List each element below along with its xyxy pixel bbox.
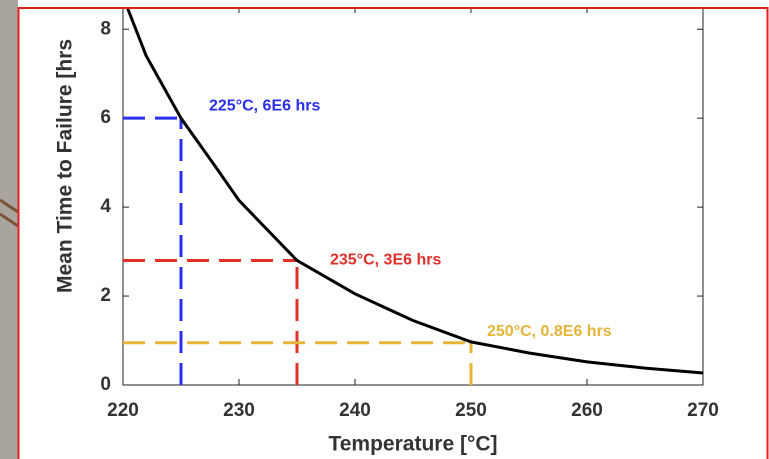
x-axis-label: Temperature [°C] <box>328 433 497 456</box>
photo-detail <box>0 198 19 228</box>
axes-box <box>122 9 704 386</box>
frame <box>17 7 769 459</box>
curve <box>126 9 704 375</box>
y-tick-label: 6 <box>100 107 111 128</box>
annotation-label: 250°C, 0.8E6 hrs <box>487 323 612 340</box>
annotation-label: 225°C, 6E6 hrs <box>209 97 320 114</box>
x-tick-label: 270 <box>687 400 719 421</box>
annotation-label: 235°C, 3E6 hrs <box>330 252 441 269</box>
plot: 220 230 240 250 260 270 0 2 4 6 8 Temperature [°C] M… <box>54 9 719 456</box>
x-tick-label: 250 <box>455 400 487 421</box>
y-tick-label: 2 <box>100 285 111 306</box>
y-tick-label: 0 <box>100 374 111 395</box>
x-tick-label: 220 <box>107 400 139 421</box>
y-tick-label: 4 <box>100 196 111 217</box>
x-tick-label: 230 <box>223 400 255 421</box>
background-photo <box>0 0 18 459</box>
x-tick-label: 260 <box>571 400 603 421</box>
x-tick-label: 240 <box>339 400 371 421</box>
y-axis-label: Mean Time to Failure [hrs <box>54 39 77 293</box>
y-tick-label: 8 <box>100 18 111 39</box>
